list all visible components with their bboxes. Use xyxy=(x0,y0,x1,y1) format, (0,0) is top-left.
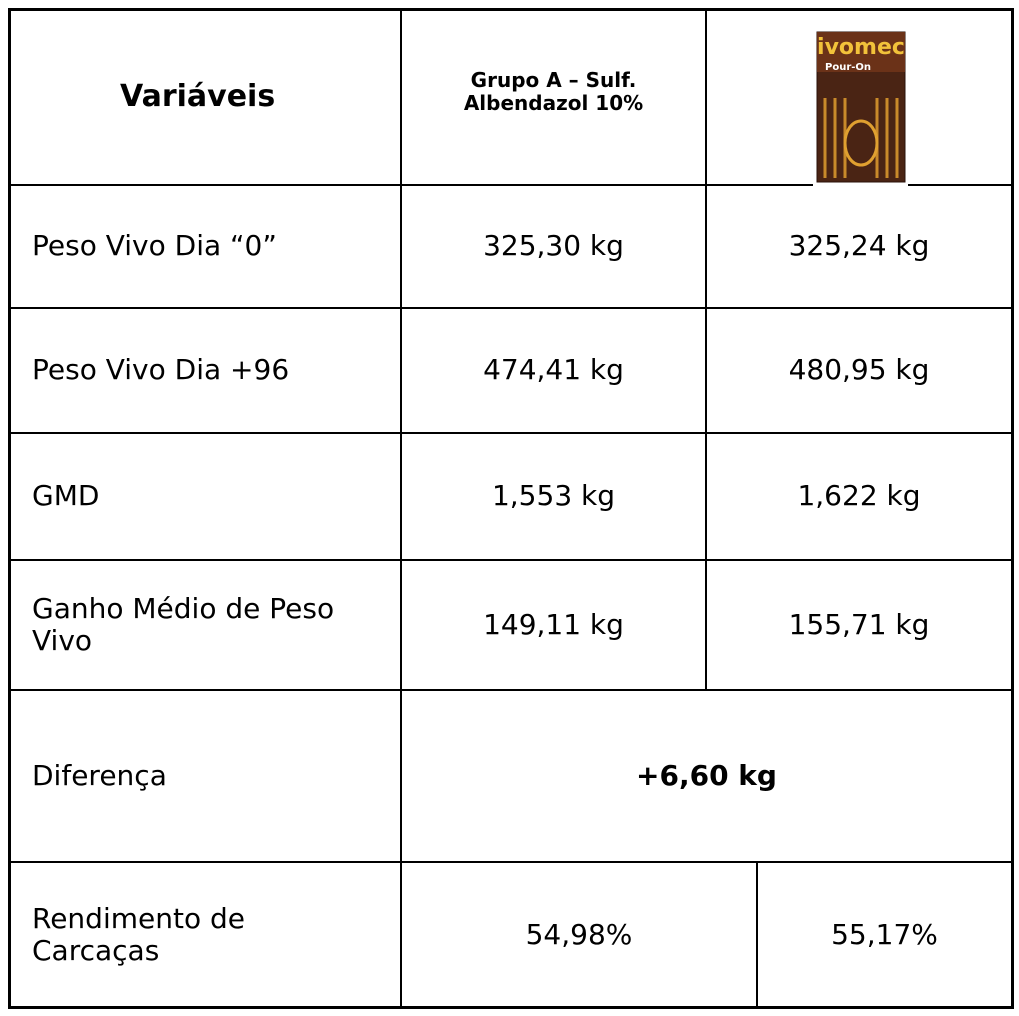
table-cell: 325,24 kg xyxy=(706,185,1012,308)
table-cell: 155,71 kg xyxy=(706,560,1012,690)
table-cell: Rendimento de Carcaças xyxy=(10,862,401,1008)
table-border xyxy=(8,1006,1014,1009)
brand: ivomec xyxy=(817,35,905,60)
table-border xyxy=(705,10,707,690)
table-cell: Ganho Médio de Peso Vivo xyxy=(10,560,401,690)
table-border xyxy=(10,689,1012,691)
table-cell: 1,622 kg xyxy=(706,433,1012,560)
table-border xyxy=(908,184,1012,186)
table-border xyxy=(756,862,758,1008)
brand-subtitle: Pour-On xyxy=(825,62,871,73)
table-cell: GMD xyxy=(10,433,401,560)
table-cell: +6,60 kg xyxy=(401,690,1012,862)
table-cell: 55,17% xyxy=(757,862,1012,1008)
table-border xyxy=(10,559,1012,561)
table-border xyxy=(10,184,813,186)
table-page: ivomec Pour-On VariáveisGrupo A – Sulf. … xyxy=(0,0,1019,1016)
table-cell: 325,30 kg xyxy=(401,185,706,308)
table-border xyxy=(400,10,402,1008)
table-border xyxy=(10,307,1012,309)
table-cell: Grupo A – Sulf. Albendazol 10% xyxy=(401,4,706,179)
table-cell: 480,95 kg xyxy=(706,308,1012,433)
table-cell: 54,98% xyxy=(401,862,757,1008)
table-border xyxy=(1011,8,1014,1009)
table-border xyxy=(10,861,1012,863)
table-border xyxy=(8,8,11,1009)
table-cell: 1,553 kg xyxy=(401,433,706,560)
table-border xyxy=(10,432,1012,434)
product-image: ivomec Pour-On xyxy=(813,28,909,188)
table-cell: Variáveis xyxy=(10,10,401,185)
table-cell: 149,11 kg xyxy=(401,560,706,690)
table-cell: 474,41 kg xyxy=(401,308,706,433)
table-cell: Diferença xyxy=(10,690,401,862)
table-cell: Peso Vivo Dia “0” xyxy=(10,185,401,308)
table-cell: Peso Vivo Dia +96 xyxy=(10,308,401,433)
table-border xyxy=(8,8,1014,11)
